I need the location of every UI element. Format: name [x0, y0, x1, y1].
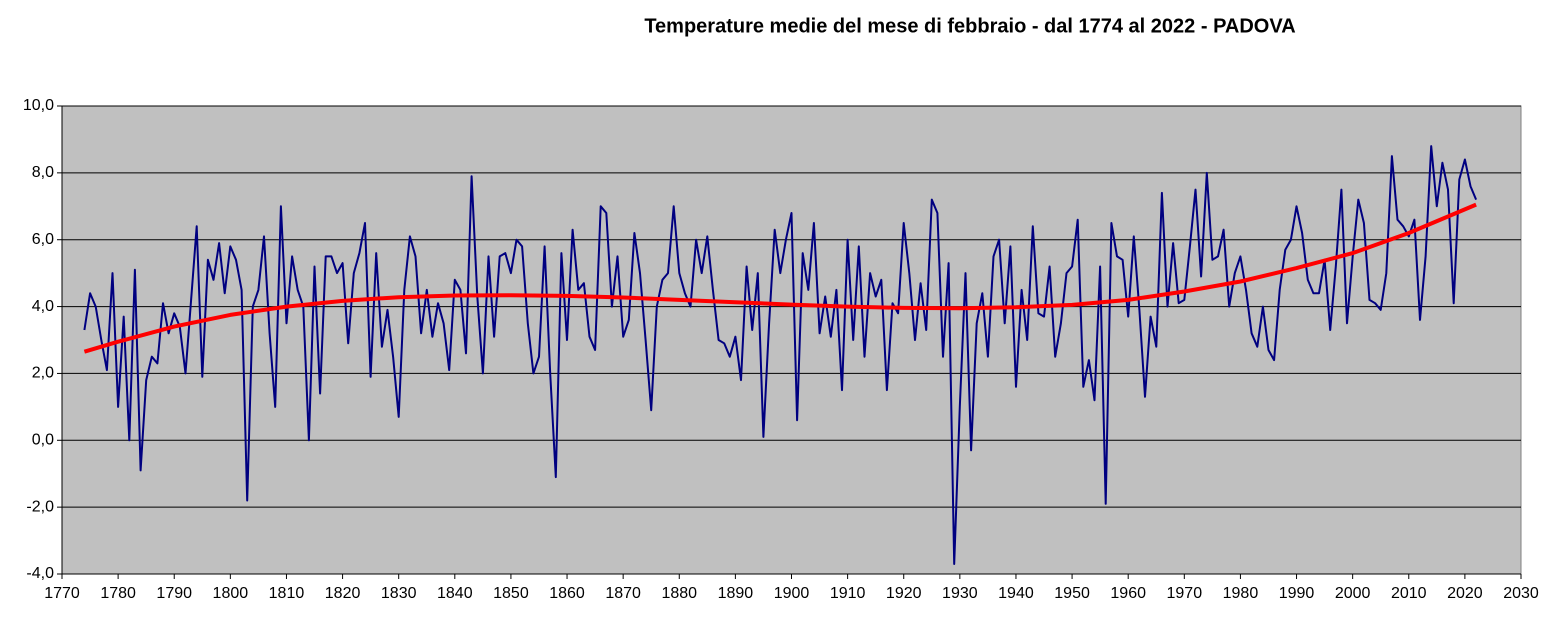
x-tick-label: 1820 — [325, 585, 361, 602]
series-line — [83, 202, 1477, 354]
x-tick-label: 1810 — [269, 585, 305, 602]
x-tick-label: 1940 — [998, 585, 1034, 602]
x-tick-label: 1920 — [886, 585, 922, 602]
x-tick-label: 1930 — [942, 585, 978, 602]
y-tick-label: -2,0 — [26, 498, 54, 515]
y-tick-label: 0,0 — [32, 432, 54, 449]
x-tick-label: 1830 — [381, 585, 417, 602]
x-tick-label: 1860 — [549, 585, 585, 602]
x-tick-label: 1890 — [718, 585, 754, 602]
x-tick-label: 1880 — [661, 585, 697, 602]
x-tick-label: 1960 — [1110, 585, 1146, 602]
x-tick-label: 1840 — [437, 585, 473, 602]
chart-title: Temperature medie del mese di febbraio -… — [644, 15, 1295, 37]
x-tick-label: 2020 — [1447, 585, 1483, 602]
x-tick-label: 2000 — [1335, 585, 1371, 602]
x-tick-label: 1900 — [774, 585, 810, 602]
x-tick-label: 1850 — [493, 585, 529, 602]
y-tick-label: 10,0 — [23, 97, 54, 114]
x-tick-label: 1770 — [44, 585, 80, 602]
y-tick-label: 6,0 — [32, 231, 54, 248]
x-tick-label: 1980 — [1223, 585, 1259, 602]
x-tick-label: 2010 — [1391, 585, 1427, 602]
x-tick-label: 1800 — [213, 585, 249, 602]
plot-area — [61, 105, 1522, 575]
y-tick-label: 2,0 — [32, 365, 54, 382]
x-tick-label: 1950 — [1054, 585, 1090, 602]
y-tick-label: 4,0 — [32, 298, 54, 315]
y-tick-label: -4,0 — [26, 565, 54, 582]
x-tick-label: 1780 — [100, 585, 136, 602]
x-tick-label: 1970 — [1167, 585, 1203, 602]
x-tick-label: 1790 — [156, 585, 192, 602]
x-tick-label: 1990 — [1279, 585, 1315, 602]
x-tick-label: 1870 — [605, 585, 641, 602]
y-tick-label: 8,0 — [32, 164, 54, 181]
x-tick-label: 2030 — [1503, 585, 1539, 602]
x-tick-label: 1910 — [830, 585, 866, 602]
